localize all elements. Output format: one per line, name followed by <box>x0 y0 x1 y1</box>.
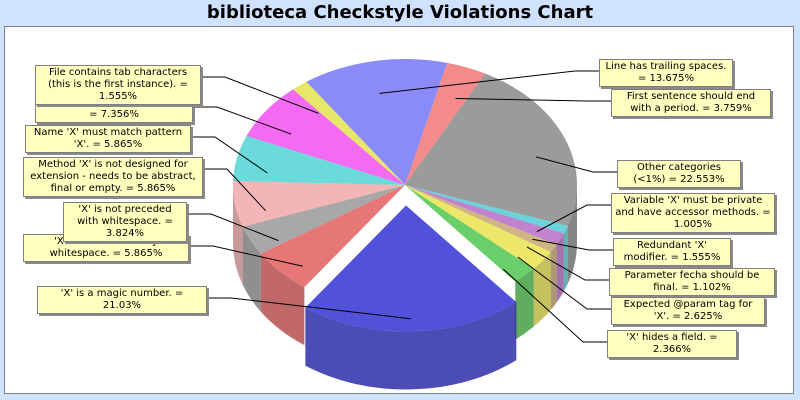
leader-line-11 <box>203 168 266 212</box>
pie-label-6: Expected @param tag for 'X'. = 2.625% <box>611 297 765 325</box>
pie-slice-12 <box>233 135 405 185</box>
pie-slice-side <box>242 226 261 312</box>
pie-slice-8 <box>305 205 517 332</box>
leader-line-6 <box>517 256 611 310</box>
pie-slice-side <box>233 185 243 285</box>
pie-label-11: Method 'X' is not designed for extension… <box>23 157 203 197</box>
pie-label-8: 'X' is a magic number. = 21.03% <box>37 286 207 314</box>
leader-line-4 <box>532 238 613 251</box>
leader-line-8 <box>207 297 412 320</box>
chart-title: biblioteca Checkstyle Violations Chart <box>206 2 594 23</box>
pie-label-5: Parameter fecha should be final. = 1.102… <box>609 268 775 296</box>
pie-slice-11 <box>233 181 405 227</box>
pie-slice-side <box>260 253 305 346</box>
pie-slice-7 <box>405 185 534 282</box>
leader-line-12 <box>191 136 268 174</box>
pie-slice-5 <box>405 185 557 253</box>
pie-slice-side <box>563 225 568 292</box>
pie-chart <box>187 59 617 390</box>
pie-label-0: Line has trailing spaces. = 13.675% <box>599 59 733 87</box>
leader-line-5 <box>526 246 609 281</box>
leader-line-13 <box>193 106 292 135</box>
pie-slice-side <box>556 233 564 303</box>
pie-slice-3 <box>405 185 568 234</box>
pie-label-4: Redundant 'X' modifier. = 1.555% <box>613 238 731 266</box>
leader-line-3 <box>536 204 611 233</box>
pie-slice-2 <box>405 73 577 226</box>
plot-area: Line has trailing spaces. = 13.675% First… <box>4 26 794 394</box>
leader-line-7 <box>502 268 607 343</box>
pie-label-2: Other categories (<1%) = 22.553% <box>617 160 741 188</box>
pie-slice-10 <box>242 185 405 254</box>
pie-slice-9 <box>260 185 405 288</box>
pie-slice-side <box>305 302 517 390</box>
pie-label-14: File contains tab characters (this is th… <box>35 65 201 105</box>
leader-line-14 <box>201 76 319 114</box>
pie-label-12: Name 'X' must match pattern 'X'. = 5.865… <box>25 125 191 153</box>
pie-label-7: 'X' hides a field. = 2.366% <box>607 330 737 358</box>
pie-slice-13 <box>246 89 405 185</box>
leader-line-10 <box>187 213 279 242</box>
pie-label-1: First sentence should end with a period.… <box>611 89 771 117</box>
pie-label-10: 'X' is not preceded with whitespace. = 3… <box>63 202 187 242</box>
pie-slice-4 <box>405 185 564 245</box>
pie-slice-side <box>567 185 577 284</box>
pie-slice-side <box>515 268 534 340</box>
leader-line-1 <box>455 98 611 102</box>
leader-line-9 <box>189 245 304 267</box>
pie-slice-side <box>550 244 557 311</box>
leader-line-2 <box>535 156 617 173</box>
pie-slice-1 <box>405 62 486 185</box>
pie-label-3: Variable 'X' must be private and have ac… <box>611 193 775 233</box>
pie-slice-14 <box>293 81 405 185</box>
pie-slice-0 <box>306 59 448 185</box>
pie-slice-6 <box>405 185 551 269</box>
leader-line-0 <box>379 70 599 94</box>
